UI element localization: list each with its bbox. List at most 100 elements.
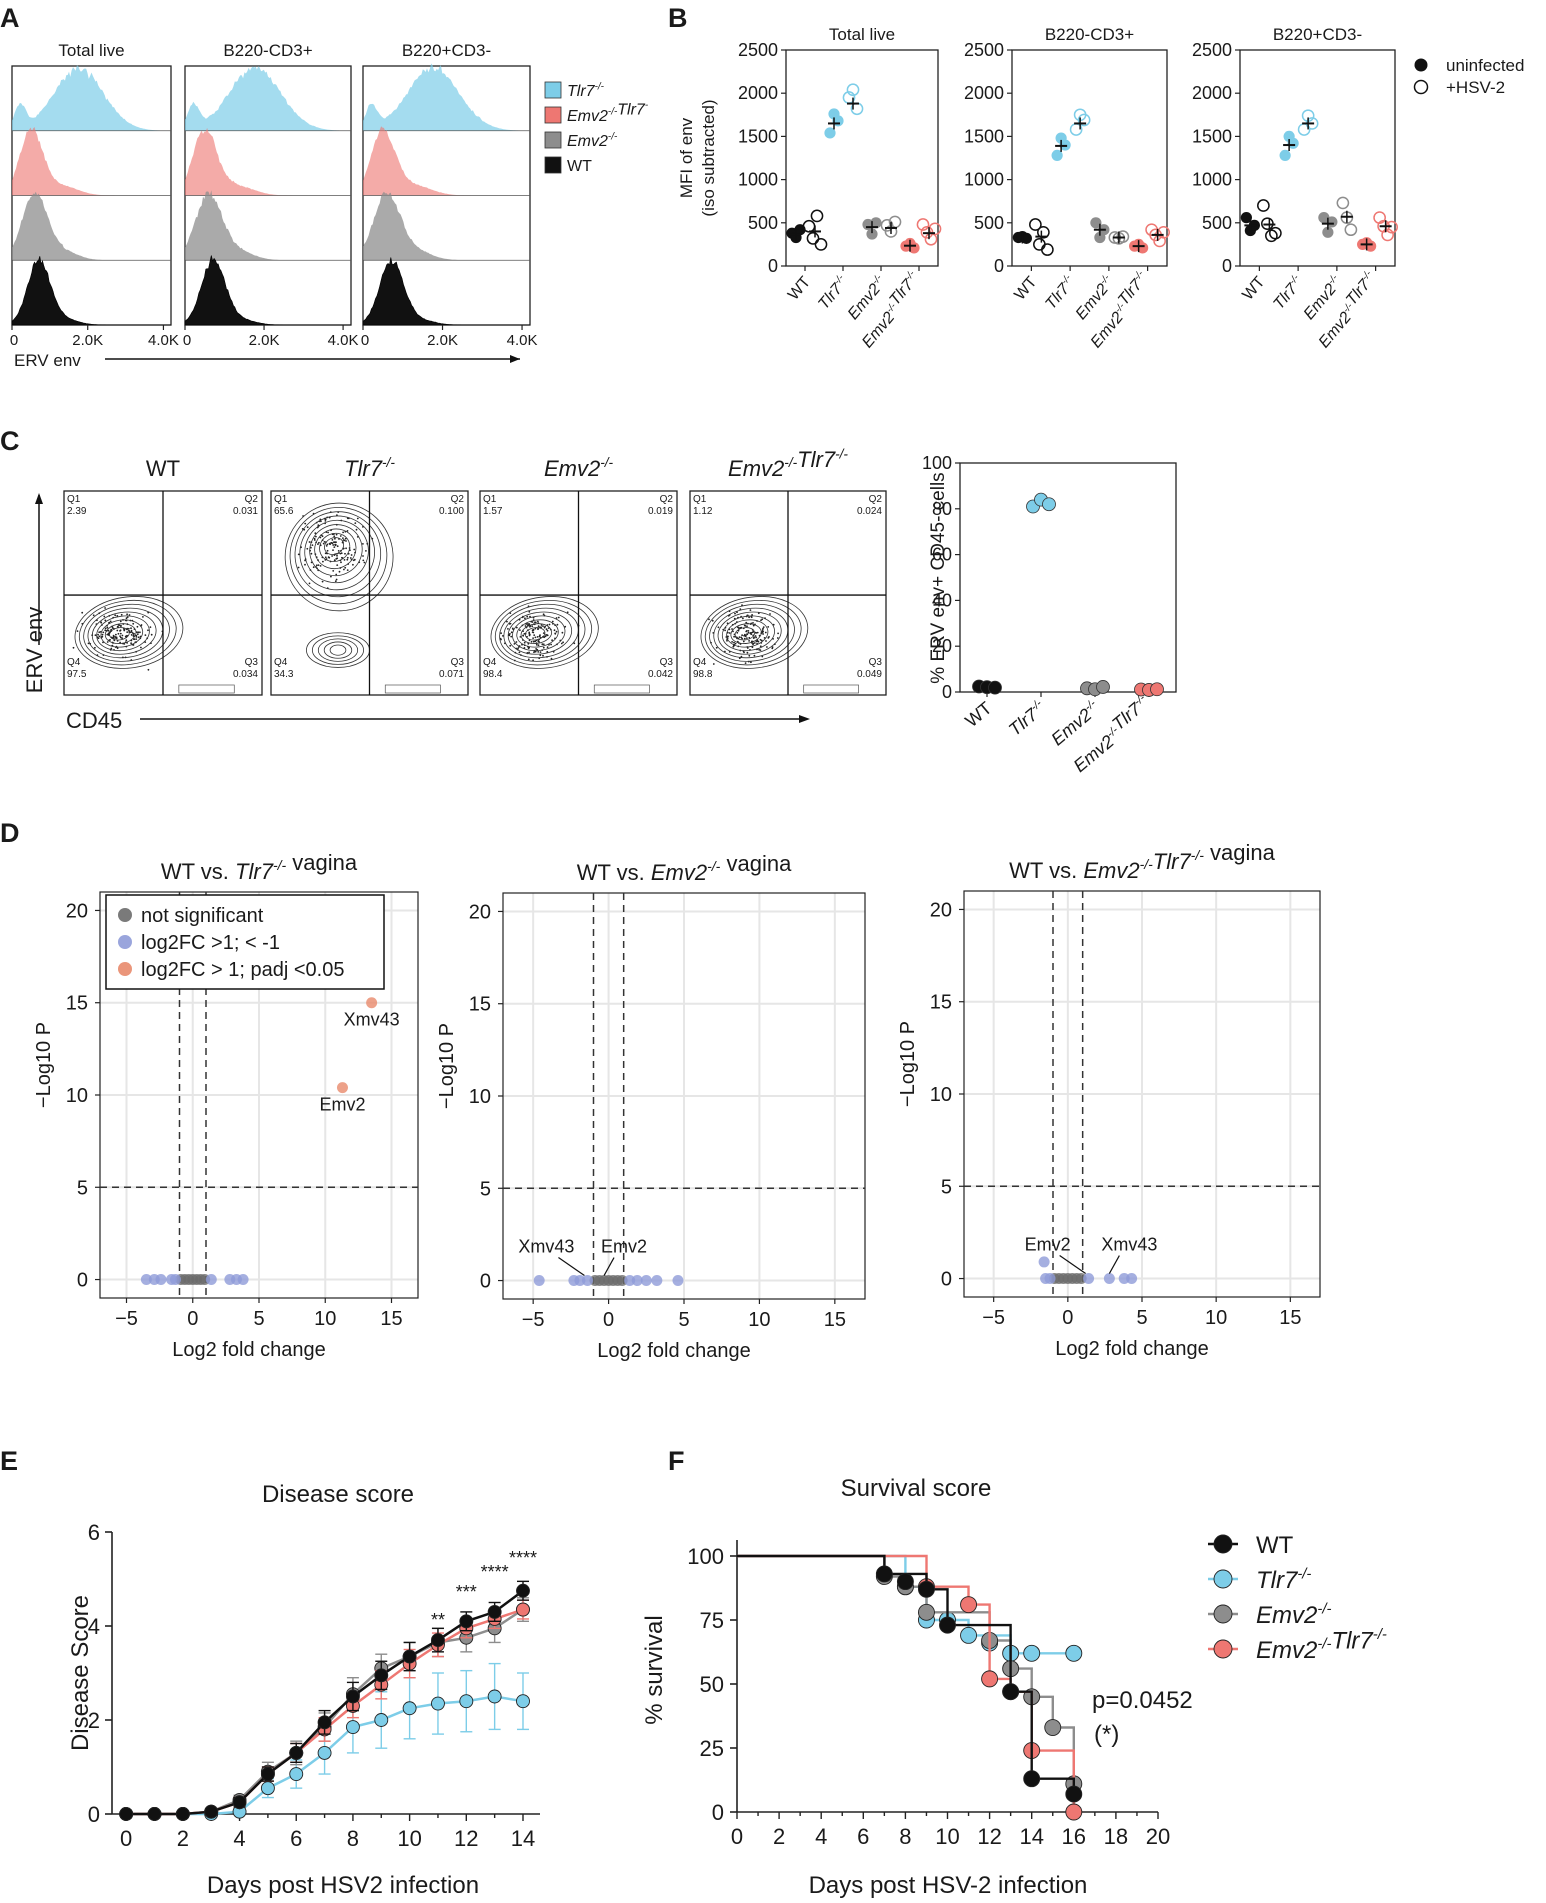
quadrant-label-q3: Q3 [245, 657, 259, 668]
series-marker [459, 1614, 474, 1629]
event-dot [334, 543, 336, 546]
y-tick-label: 2000 [1192, 83, 1232, 103]
event-dot [336, 564, 339, 566]
event-dot [311, 544, 314, 546]
series-marker [431, 1696, 445, 1711]
event-dot [147, 629, 149, 632]
event-dot [733, 635, 735, 638]
x-tick-label: 0 [731, 1824, 743, 1849]
contour-line [91, 611, 157, 655]
event-dot [132, 634, 135, 636]
y-axis-label: Disease Score [67, 1595, 94, 1751]
legend-label: log2FC >1; < -1 [141, 932, 280, 954]
x-tick-label: 10 [1205, 1307, 1227, 1329]
volcano-legend-box [105, 894, 385, 990]
event-dot [116, 647, 119, 650]
legend-marker [1213, 1569, 1233, 1589]
category-label: Tlr7-/- [1005, 697, 1050, 739]
event-dot [346, 530, 349, 532]
histogram-title: Total live [58, 41, 124, 60]
event-dot [365, 550, 367, 552]
event-dot [324, 552, 327, 555]
histogram-tlr7- [363, 63, 530, 131]
event-dot [753, 654, 756, 657]
volcano-annotation-leader [1059, 1255, 1086, 1275]
x-tick-label: 0 [183, 332, 191, 349]
survival-marker [1065, 1644, 1083, 1662]
quadrant-label-q1: Q1 [693, 494, 707, 505]
volcano-point [1083, 1273, 1095, 1285]
category-label: Tlr7-/- [1269, 272, 1307, 313]
volcano-point [533, 1275, 545, 1287]
contour-line [726, 619, 769, 648]
y-tick-label: 50 [700, 1672, 724, 1697]
x-tick-label: 4.0K [148, 332, 179, 349]
event-dot [758, 648, 760, 651]
event-dot [555, 630, 558, 633]
event-dot [510, 635, 513, 638]
survival-marker [875, 1565, 893, 1583]
contour-line [319, 532, 351, 562]
histogram-emv2-tlr7- [185, 127, 351, 196]
quadrant-label-q2: Q2 [660, 494, 674, 505]
event-dot [766, 646, 768, 648]
event-dot [738, 636, 741, 638]
event-dot [322, 542, 325, 545]
label-superscript: -/- [595, 82, 605, 93]
data-point-hsv2 [916, 218, 930, 231]
event-dot [321, 580, 324, 583]
label-superscript: -/- [1317, 1601, 1331, 1617]
event-dot [318, 541, 320, 544]
contour-line [314, 528, 357, 570]
event-dot [335, 533, 338, 536]
volcano-point [651, 1275, 663, 1287]
data-point-uninfected [1365, 240, 1377, 252]
event-dot [506, 620, 508, 623]
event-dot [140, 646, 142, 649]
y-tick-label: 40 [932, 590, 952, 610]
event-dot [528, 633, 531, 636]
volcano-title: WT vs. Emv2-/-Tlr7-/- vagina [1009, 840, 1275, 883]
event-dot [137, 631, 140, 634]
series-marker [516, 1694, 530, 1709]
event-dot [110, 647, 113, 650]
event-dot [761, 629, 764, 631]
survival-marker [1044, 1719, 1062, 1736]
contour-band [803, 684, 859, 694]
quadrant-label-q4: Q4 [693, 657, 707, 668]
legend-label: Tlr7-/- [1256, 1566, 1311, 1594]
x-axis-arrowhead [510, 355, 520, 363]
title-gene: Tlr7 [235, 859, 274, 884]
event-dot [126, 613, 128, 616]
x-axis-label: Days post HSV-2 infection [809, 1872, 1088, 1899]
quadrant-label-q2: Q2 [869, 494, 883, 505]
legend-label: WT [1256, 1532, 1294, 1559]
event-dot [515, 641, 518, 643]
y-tick-label: 75 [700, 1608, 724, 1633]
flow-plot-title: Emv2-/-Tlr7-/- [728, 446, 848, 481]
quadrant-label-q1: Q1 [483, 494, 497, 505]
event-dot [324, 520, 327, 522]
event-dot [527, 658, 530, 661]
event-dot [751, 614, 753, 616]
event-dot [756, 640, 759, 642]
flow-plot-title: WT [146, 456, 180, 481]
title-word: WT [1009, 858, 1043, 883]
event-dot [149, 626, 152, 628]
event-dot [743, 651, 745, 654]
title-word: vagina [1210, 840, 1276, 865]
panel-c-flow-plots: WTQ12.39Q20.031Q30.034Q497.5Tlr7-/-Q165.… [22, 446, 1177, 776]
event-dot [538, 635, 541, 638]
event-dot [319, 536, 322, 539]
event-dot [133, 638, 136, 641]
panel-letter-d: D [0, 818, 20, 848]
event-dot [104, 629, 107, 632]
event-dot [523, 641, 526, 644]
x-axis-arrowhead [799, 715, 810, 723]
label-part: Emv2 [567, 108, 608, 125]
event-dot [551, 639, 553, 642]
event-dot [100, 621, 103, 624]
y-axis-label: −Log10 P [897, 1021, 919, 1107]
contour-line [721, 615, 775, 652]
event-dot [747, 630, 750, 632]
